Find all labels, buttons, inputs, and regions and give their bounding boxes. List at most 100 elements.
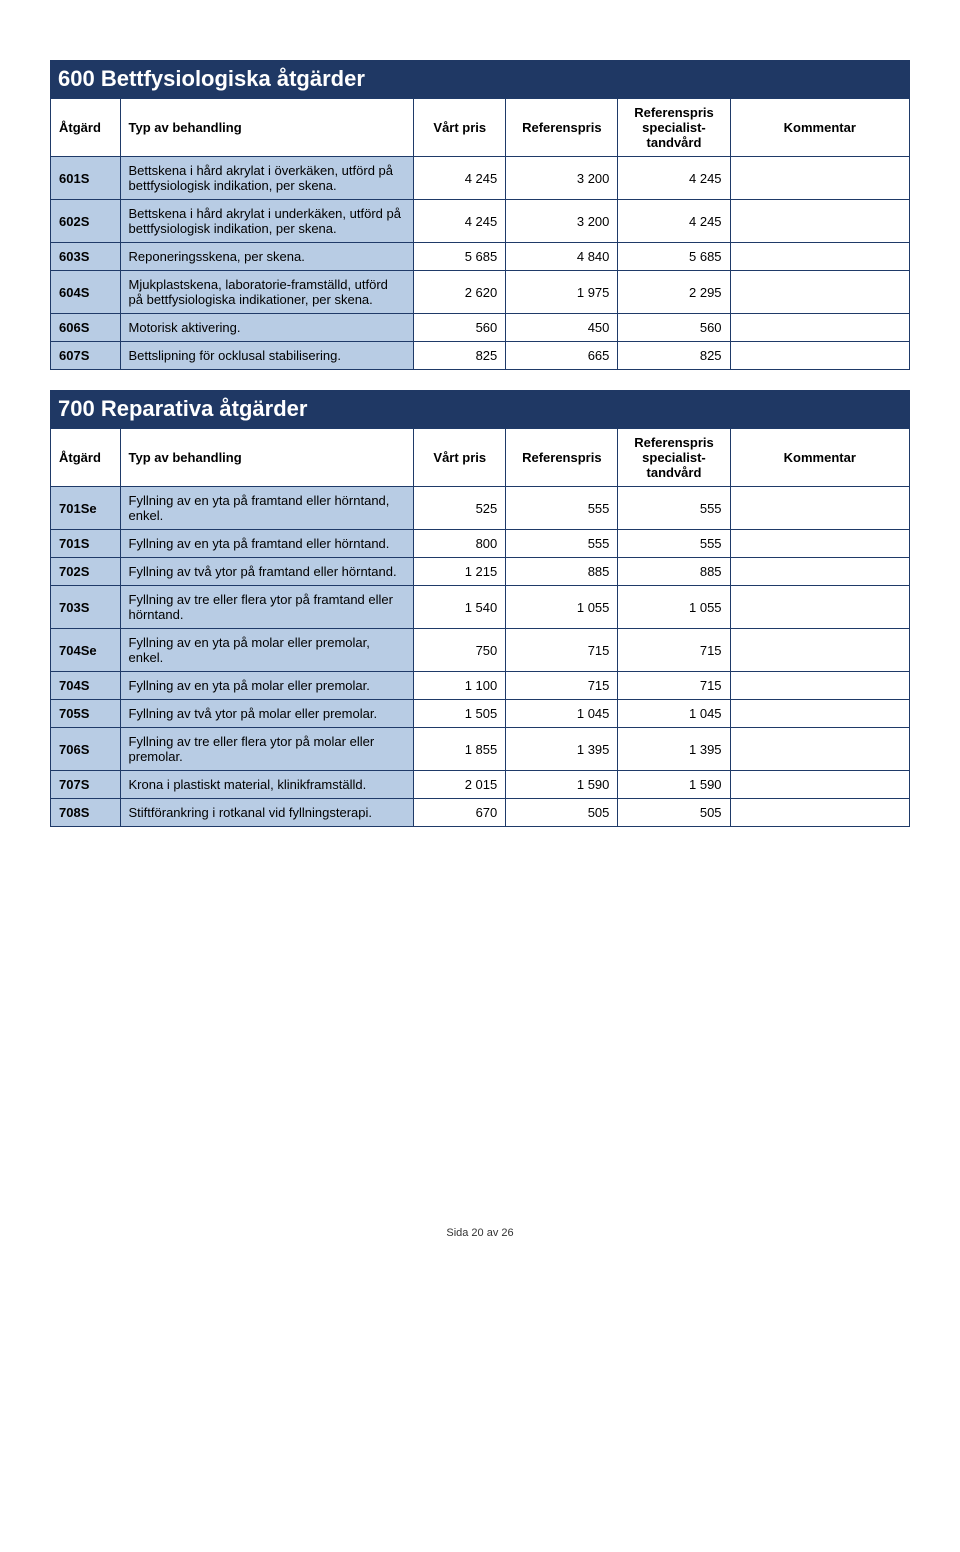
value-cell: 1 855: [414, 728, 506, 771]
table-row: 708SStiftförankring i rotkanal vid fylln…: [51, 799, 910, 827]
code-cell: 701S: [51, 530, 121, 558]
table-header: Referenspris specialist-tandvård: [618, 99, 730, 157]
desc-cell: Krona i plastiskt material, klinikframst…: [120, 771, 414, 799]
table-header: Vårt pris: [414, 429, 506, 487]
table-header: Referenspris specialist-tandvård: [618, 429, 730, 487]
desc-cell: Reponeringsskena, per skena.: [120, 243, 414, 271]
comment-cell: [730, 672, 909, 700]
value-cell: 825: [414, 342, 506, 370]
code-cell: 601S: [51, 157, 121, 200]
desc-cell: Fyllning av tre eller flera ytor på fram…: [120, 586, 414, 629]
table-row: 704SFyllning av en yta på molar eller pr…: [51, 672, 910, 700]
value-cell: 1 975: [506, 271, 618, 314]
code-cell: 705S: [51, 700, 121, 728]
desc-cell: Fyllning av en yta på molar eller premol…: [120, 672, 414, 700]
code-cell: 707S: [51, 771, 121, 799]
table-header: Vårt pris: [414, 99, 506, 157]
value-cell: 1 590: [506, 771, 618, 799]
value-cell: 1 045: [506, 700, 618, 728]
value-cell: 555: [618, 487, 730, 530]
table-header: Typ av behandling: [120, 429, 414, 487]
code-cell: 602S: [51, 200, 121, 243]
table-row: 704SeFyllning av en yta på molar eller p…: [51, 629, 910, 672]
code-cell: 702S: [51, 558, 121, 586]
table-row: 603SReponeringsskena, per skena.5 6854 8…: [51, 243, 910, 271]
code-cell: 701Se: [51, 487, 121, 530]
section-title: 700 Reparativa åtgärder: [50, 390, 910, 428]
code-cell: 704S: [51, 672, 121, 700]
desc-cell: Fyllning av tre eller flera ytor på mola…: [120, 728, 414, 771]
table-header: Referenspris: [506, 99, 618, 157]
code-cell: 606S: [51, 314, 121, 342]
desc-cell: Mjukplastskena, laboratorie-framställd, …: [120, 271, 414, 314]
code-cell: 708S: [51, 799, 121, 827]
table-header: Typ av behandling: [120, 99, 414, 157]
comment-cell: [730, 629, 909, 672]
section-title: 600 Bettfysiologiska åtgärder: [50, 60, 910, 98]
comment-cell: [730, 558, 909, 586]
comment-cell: [730, 799, 909, 827]
comment-cell: [730, 271, 909, 314]
value-cell: 715: [506, 672, 618, 700]
value-cell: 4 840: [506, 243, 618, 271]
value-cell: 560: [414, 314, 506, 342]
value-cell: 1 505: [414, 700, 506, 728]
table-header: Åtgärd: [51, 429, 121, 487]
value-cell: 1 395: [618, 728, 730, 771]
value-cell: 505: [506, 799, 618, 827]
value-cell: 750: [414, 629, 506, 672]
table-row: 702SFyllning av två ytor på framtand ell…: [51, 558, 910, 586]
value-cell: 800: [414, 530, 506, 558]
table-row: 705SFyllning av två ytor på molar eller …: [51, 700, 910, 728]
value-cell: 1 055: [506, 586, 618, 629]
value-cell: 885: [618, 558, 730, 586]
value-cell: 1 100: [414, 672, 506, 700]
code-cell: 603S: [51, 243, 121, 271]
code-cell: 704Se: [51, 629, 121, 672]
code-cell: 706S: [51, 728, 121, 771]
comment-cell: [730, 243, 909, 271]
value-cell: 715: [618, 629, 730, 672]
price-table: ÅtgärdTyp av behandlingVårt pris Referens…: [50, 428, 910, 827]
value-cell: 825: [618, 342, 730, 370]
value-cell: 1 590: [618, 771, 730, 799]
value-cell: 505: [618, 799, 730, 827]
desc-cell: Fyllning av två ytor på molar eller prem…: [120, 700, 414, 728]
value-cell: 1 045: [618, 700, 730, 728]
comment-cell: [730, 771, 909, 799]
desc-cell: Fyllning av en yta på framtand eller hör…: [120, 487, 414, 530]
value-cell: 5 685: [414, 243, 506, 271]
comment-cell: [730, 342, 909, 370]
desc-cell: Motorisk aktivering.: [120, 314, 414, 342]
value-cell: 4 245: [618, 157, 730, 200]
value-cell: 525: [414, 487, 506, 530]
comment-cell: [730, 314, 909, 342]
value-cell: 2 295: [618, 271, 730, 314]
value-cell: 4 245: [414, 157, 506, 200]
code-cell: 703S: [51, 586, 121, 629]
value-cell: 555: [618, 530, 730, 558]
desc-cell: Bettskena i hård akrylat i underkäken, u…: [120, 200, 414, 243]
desc-cell: Fyllning av två ytor på framtand eller h…: [120, 558, 414, 586]
value-cell: 715: [618, 672, 730, 700]
table-row: 706SFyllning av tre eller flera ytor på …: [51, 728, 910, 771]
value-cell: 555: [506, 530, 618, 558]
value-cell: 2 015: [414, 771, 506, 799]
value-cell: 560: [618, 314, 730, 342]
comment-cell: [730, 200, 909, 243]
value-cell: 715: [506, 629, 618, 672]
value-cell: 670: [414, 799, 506, 827]
table-row: 707SKrona i plastiskt material, klinikfr…: [51, 771, 910, 799]
table-row: 604SMjukplastskena, laboratorie-framstäl…: [51, 271, 910, 314]
table-header: Kommentar: [730, 99, 909, 157]
value-cell: 555: [506, 487, 618, 530]
page-footer: Sida 20 av 26: [50, 1227, 910, 1239]
comment-cell: [730, 530, 909, 558]
desc-cell: Fyllning av en yta på molar eller premol…: [120, 629, 414, 672]
value-cell: 885: [506, 558, 618, 586]
desc-cell: Stiftförankring i rotkanal vid fyllnings…: [120, 799, 414, 827]
table-row: 701SFyllning av en yta på framtand eller…: [51, 530, 910, 558]
value-cell: 4 245: [414, 200, 506, 243]
value-cell: 665: [506, 342, 618, 370]
comment-cell: [730, 586, 909, 629]
